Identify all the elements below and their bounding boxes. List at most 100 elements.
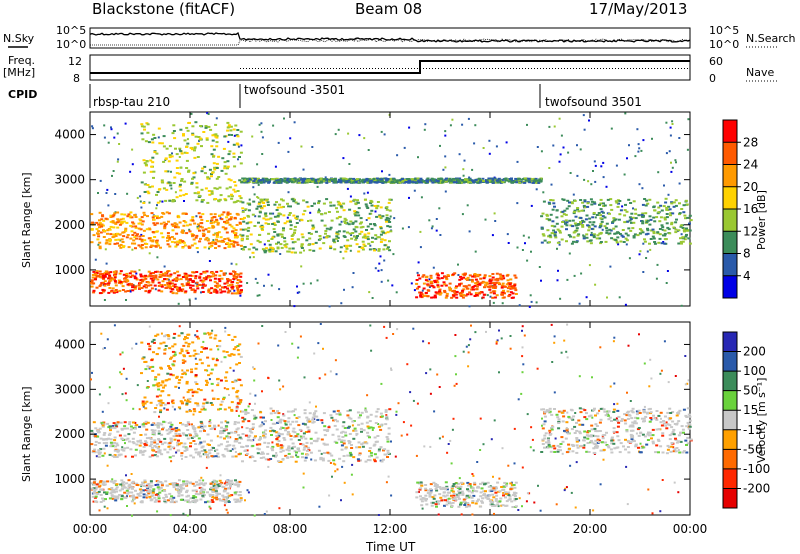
range-cell: [214, 486, 218, 489]
range-cell: [168, 282, 172, 285]
range-cell: [262, 181, 266, 184]
scatter-cell: [227, 140, 230, 143]
scatter-cell: [235, 410, 238, 412]
range-cell: [458, 181, 462, 184]
range-cell: [190, 233, 194, 236]
range-cell: [355, 243, 359, 246]
range-cell: [224, 487, 228, 490]
scatter-cell: [651, 137, 653, 140]
range-cell: [599, 225, 602, 227]
scatter-cell: [536, 146, 539, 148]
range-cell: [186, 437, 190, 440]
range-cell: [164, 480, 168, 483]
scatter-cell: [476, 461, 479, 463]
range-cell: [181, 240, 185, 243]
range-cell: [132, 222, 136, 225]
range-cell: [194, 275, 198, 278]
nave-dot: [249, 68, 250, 69]
nave-dot: [330, 68, 331, 69]
scatter-cell: [429, 368, 432, 371]
range-cell: [194, 443, 198, 445]
range-cell: [669, 214, 672, 217]
range-cell: [458, 283, 462, 286]
range-cell: [354, 238, 358, 241]
range-cell: [170, 423, 174, 426]
range-cell: [335, 217, 339, 220]
scatter-cell: [542, 191, 545, 194]
scatter-cell: [601, 435, 604, 438]
range-cell: [524, 179, 528, 182]
range-cell: [383, 239, 387, 242]
range-cell: [177, 449, 181, 452]
range-cell: [209, 128, 213, 131]
range-cell: [209, 448, 213, 451]
range-cell: [195, 281, 199, 284]
range-cell: [516, 178, 520, 181]
range-cell: [178, 185, 182, 188]
range-cell: [275, 209, 279, 211]
range-cell: [226, 492, 230, 495]
range-cell: [588, 217, 592, 220]
range-cell: [324, 232, 327, 235]
range-cell: [285, 181, 289, 184]
range-cell: [240, 289, 243, 292]
range-cell: [176, 270, 180, 273]
range-cell: [193, 192, 197, 195]
range-cell: [225, 479, 229, 482]
range-cell: [239, 284, 243, 287]
range-cell: [163, 284, 167, 286]
scatter-cell: [521, 371, 524, 374]
range-cell: [195, 285, 199, 288]
range-cell: [354, 220, 358, 223]
range-cell: [233, 190, 237, 193]
range-cell: [150, 138, 154, 141]
range-cell: [93, 496, 97, 499]
range-cell: [572, 231, 576, 234]
range-cell: [186, 500, 190, 503]
range-cell: [171, 132, 175, 135]
nave-dot: [342, 68, 343, 69]
range-cell: [168, 145, 172, 148]
range-cell: [210, 242, 214, 245]
range-cell: [119, 243, 123, 246]
range-cell: [473, 295, 477, 297]
range-cell: [233, 236, 237, 239]
range-cell: [164, 157, 168, 160]
scatter-cell: [550, 183, 553, 186]
range-cell: [113, 212, 117, 215]
nave-dot: [519, 68, 520, 69]
range-cell: [470, 288, 474, 291]
range-cell: [586, 205, 590, 208]
range-cell: [144, 433, 148, 436]
range-cell: [181, 229, 185, 232]
scatter-cell: [334, 359, 337, 362]
range-cell: [125, 482, 129, 485]
scatter-cell: [548, 125, 551, 128]
scatter-cell: [188, 298, 191, 301]
range-cell: [632, 221, 636, 224]
scatter-cell: [253, 514, 256, 517]
range-cell: [444, 296, 448, 299]
range-cell: [317, 211, 321, 214]
range-cell: [239, 151, 243, 154]
range-cell: [325, 236, 329, 239]
range-cell: [148, 186, 152, 189]
range-cell: [239, 218, 243, 220]
range-cell: [161, 236, 165, 239]
range-cell: [286, 202, 289, 205]
range-cell: [546, 229, 550, 232]
range-cell: [164, 501, 168, 504]
range-cell: [660, 224, 664, 227]
range-cell: [630, 221, 633, 224]
range-cell: [231, 287, 235, 290]
range-cell: [199, 137, 203, 140]
range-cell: [149, 272, 153, 275]
range-cell: [388, 249, 392, 252]
range-cell: [224, 222, 228, 225]
range-cell: [503, 178, 507, 180]
range-cell: [234, 493, 238, 496]
range-cell: [203, 440, 206, 443]
scatter-cell: [638, 147, 641, 150]
range-cell: [671, 212, 675, 215]
scatter-cell: [591, 376, 593, 379]
